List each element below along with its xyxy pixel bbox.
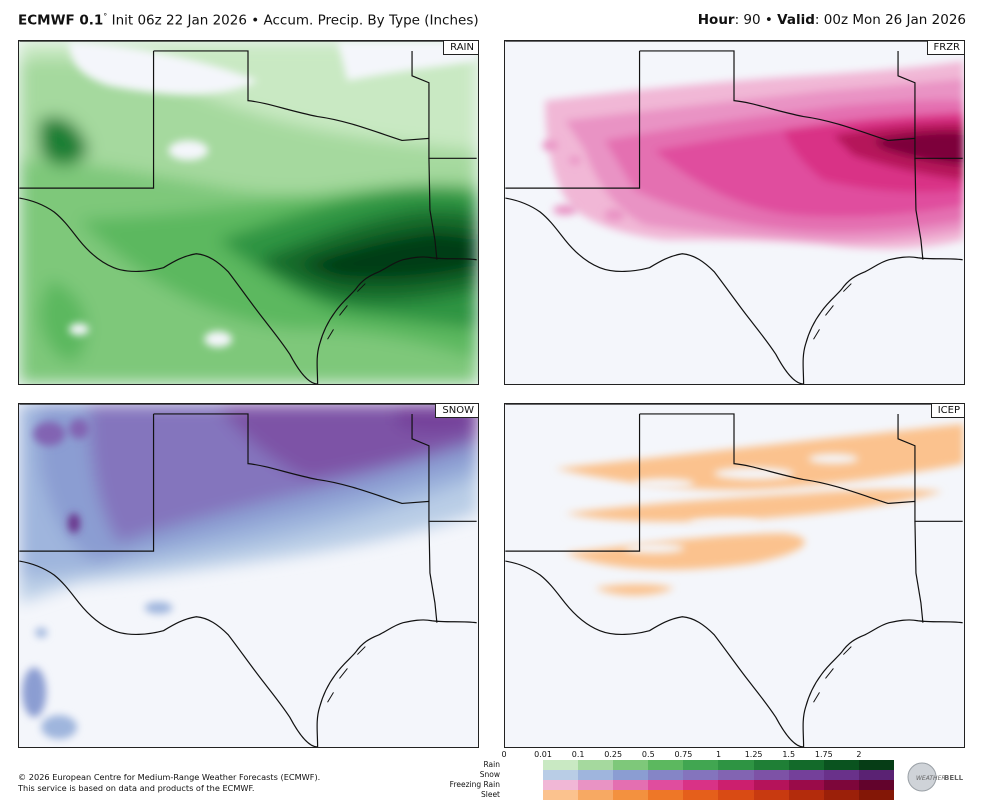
icep-map	[505, 404, 964, 747]
colorbar-swatch	[613, 770, 649, 780]
snow-panel: SNOW	[18, 403, 479, 748]
colorbar-swatch	[788, 770, 824, 780]
hour-label: Hour	[697, 12, 735, 28]
colorbar-swatch	[753, 780, 789, 790]
colorbar-swatch	[683, 760, 719, 770]
snow-panel-label: SNOW	[435, 404, 478, 418]
colorbar-swatch	[788, 780, 824, 790]
colorbar-tick: 2	[856, 750, 862, 759]
colorbar-swatch	[753, 760, 789, 770]
copyright-line-2: This service is based on data and produc…	[18, 783, 255, 793]
colorbar-swatch	[718, 770, 754, 780]
colorbar-swatch	[683, 790, 719, 800]
colorbar-tick: 0.25	[604, 750, 623, 759]
colorbar-tick: 0.5	[641, 750, 655, 759]
colorbar-tick: 0.01	[534, 750, 552, 759]
colorbar-tick: 1	[715, 750, 722, 759]
colorbar-rain	[543, 760, 894, 770]
valid-value: : 00z Mon 26 Jan 2026	[814, 12, 966, 28]
colorbar-swatch	[543, 790, 579, 800]
colorbar-swatch	[823, 790, 859, 800]
icep-panel: ICEP	[504, 403, 965, 748]
colorbar-tick: 0	[501, 750, 507, 759]
colorbar-tick: 1.75	[814, 750, 833, 759]
colorbar-swatch	[578, 780, 614, 790]
colorbar-swatch	[613, 780, 649, 790]
rain-map	[19, 41, 478, 384]
forecast-time: Hour: 90 • Valid: 00z Mon 26 Jan 2026	[698, 12, 966, 28]
colorbar-swatch	[648, 780, 684, 790]
colorbar-tick: 1.5	[782, 750, 796, 759]
colorbar-swatch	[858, 790, 894, 800]
rain-panel: RAIN	[18, 40, 479, 385]
legend-rain-label: Rain	[483, 760, 500, 769]
colorbar-swatch	[753, 790, 789, 800]
model-name: ECMWF 0.1	[18, 12, 104, 29]
logo-bell-text: BELL	[944, 774, 964, 782]
colorbar-ticks: 0 0.01 0.1 0.25 0.5 0.75 1 1.25 1.5 1.75 2	[500, 750, 900, 762]
colorbar-swatch	[718, 790, 754, 800]
colorbar-tick: 1.25	[744, 750, 763, 759]
colorbar-swatch	[578, 760, 614, 770]
degree-symbol: °	[103, 12, 108, 21]
colorbar-swatch	[858, 780, 894, 790]
frzr-panel: FRZR	[504, 40, 965, 385]
colorbar-swatch	[613, 790, 649, 800]
colorbar-swatch	[858, 770, 894, 780]
colorbar-swatch	[543, 780, 579, 790]
colorbar-swatch	[753, 770, 789, 780]
legend-sleet-label: Sleet	[480, 790, 500, 799]
colorbar-swatch	[823, 760, 859, 770]
colorbar-swatch	[648, 790, 684, 800]
colorbar-swatch	[578, 790, 614, 800]
colorbar-swatch	[543, 760, 579, 770]
colorbar-swatch	[718, 760, 754, 770]
colorbar-swatch	[788, 790, 824, 800]
map-title: ECMWF 0.1° Init 06z 22 Jan 2026 • Accum.…	[18, 12, 479, 29]
colorbar-swatch	[858, 760, 894, 770]
colorbar-swatch	[683, 780, 719, 790]
colorbar-swatch	[648, 770, 684, 780]
hour-value: : 90 •	[734, 12, 778, 28]
colorbar-swatch	[613, 760, 649, 770]
weatherbell-logo: WEATHER BELL	[907, 762, 964, 792]
copyright-line-1: © 2026 European Centre for Medium-Range …	[18, 772, 321, 782]
copyright-notice: © 2026 European Centre for Medium-Range …	[18, 772, 320, 794]
colorbar-swatch	[543, 770, 579, 780]
colorbar-swatch	[648, 760, 684, 770]
snow-map	[19, 404, 478, 747]
colorbar-tick: 0.1	[571, 750, 585, 759]
colorbar-swatch	[823, 780, 859, 790]
colorbar-frzr	[543, 780, 894, 790]
colorbar-swatch	[823, 770, 859, 780]
frzr-map	[505, 41, 964, 384]
frzr-panel-label: FRZR	[926, 41, 964, 55]
colorbar-swatch	[578, 770, 614, 780]
colorbar-swatch	[718, 780, 754, 790]
init-description: Init 06z 22 Jan 2026 • Accum. Precip. By…	[107, 12, 479, 29]
logo-weather-text: WEATHER	[916, 775, 946, 782]
colorbar-snow	[543, 770, 894, 780]
legend-frzr-label: Freezing Rain	[449, 780, 500, 789]
legend-snow-label: Snow	[479, 770, 500, 779]
valid-label: Valid	[777, 12, 815, 28]
colorbar-sleet	[543, 790, 894, 800]
rain-panel-label: RAIN	[443, 41, 478, 55]
colorbar-tick: 0.75	[674, 750, 693, 759]
icep-panel-label: ICEP	[930, 404, 964, 418]
colorbar-swatch	[788, 760, 824, 770]
colorbar-swatch	[683, 770, 719, 780]
